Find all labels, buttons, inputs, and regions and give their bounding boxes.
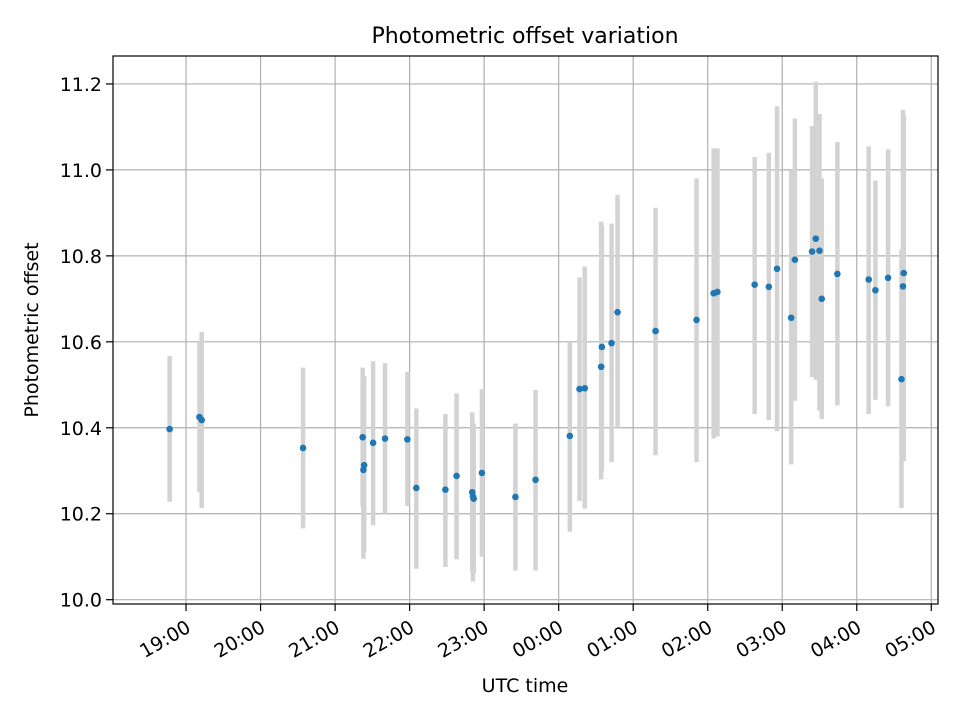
chart-title: Photometric offset variation [371,24,678,49]
data-point [899,283,907,290]
data-point [812,235,820,242]
data-point [791,256,799,264]
data-point [413,484,420,492]
data-point [693,316,700,324]
data-point [512,493,519,501]
data-point [369,439,377,447]
data-point [478,469,486,477]
data-point [765,283,773,291]
data-point [359,433,366,441]
data-point [865,276,872,283]
data-point [834,270,841,278]
data-point [360,461,368,469]
y-tick-label: 10.6 [60,332,102,354]
data-point [884,274,892,282]
data-point [900,269,908,277]
data-point [198,416,205,424]
data-point [598,343,606,351]
plot-frame [112,55,939,605]
data-point [581,384,589,392]
data-point [381,435,389,442]
y-tick-label: 10.4 [60,418,102,440]
y-tick-label: 11.2 [60,74,102,96]
data-point [898,375,905,383]
data-point [751,281,758,288]
y-axis-label: Photometric offset [21,242,43,417]
data-point [652,327,659,335]
data-point [597,363,605,371]
data-point [818,295,826,303]
grid [113,56,938,604]
data-point [532,476,539,484]
data-point [773,265,781,273]
data-point [470,495,478,502]
y-tick-label: 10.8 [60,246,102,268]
y-tick-label: 10.2 [60,504,102,526]
data-point [576,385,583,393]
data-point [404,436,411,443]
y-axis: 10.0 10.2 10.4 10.6 10.8 11.0 11.2 [60,74,113,612]
data-points [166,235,908,502]
data-point [442,486,449,493]
data-point [453,472,460,480]
data-point [816,247,823,255]
data-point [166,425,173,433]
data-point [808,248,816,255]
y-tick-label: 11.0 [60,160,102,182]
data-point [608,339,615,347]
data-point [299,444,307,452]
data-point [566,432,574,440]
data-point [872,286,879,294]
data-point [714,288,721,296]
data-point [787,314,795,322]
data-point [614,308,621,316]
x-axis-label: UTC time [482,675,569,697]
y-tick-label: 10.0 [60,590,102,612]
